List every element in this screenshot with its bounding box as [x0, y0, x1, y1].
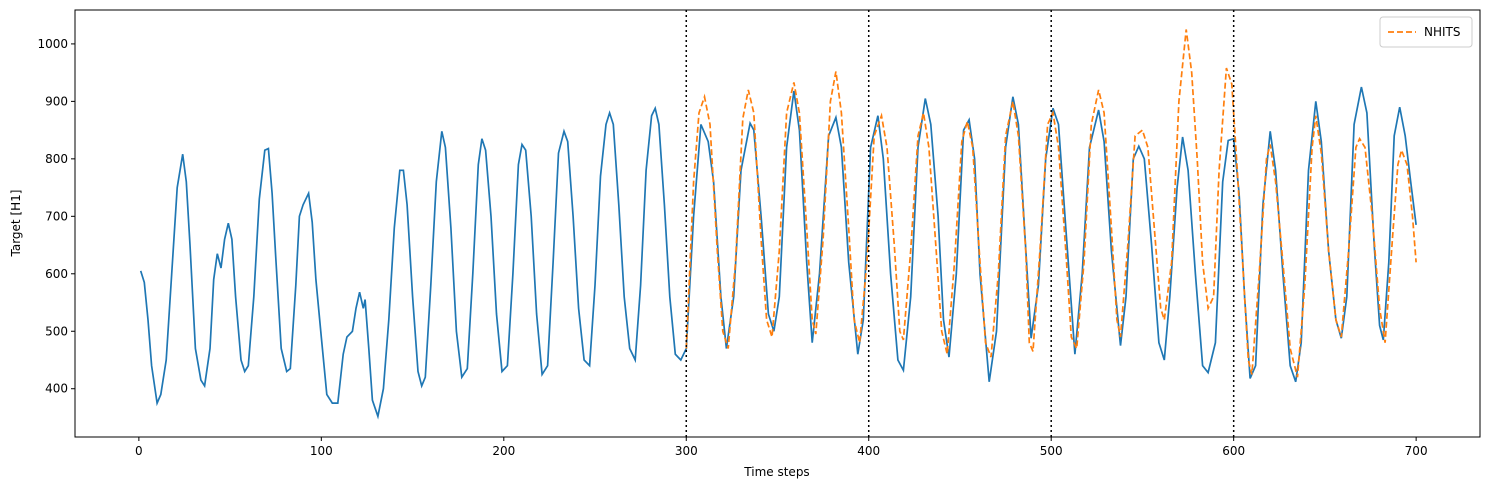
y-axis-label: Target [H1]	[9, 190, 23, 258]
y-tick-label: 700	[45, 209, 68, 223]
x-axis-label: Time steps	[743, 465, 809, 479]
x-tick-label: 600	[1222, 444, 1245, 458]
x-tick-label: 400	[857, 444, 880, 458]
series-line	[685, 29, 1417, 378]
y-tick-label: 900	[45, 94, 68, 108]
x-tick-label: 0	[135, 444, 143, 458]
legend: NHITS	[1379, 16, 1473, 48]
y-tick-label: 500	[45, 324, 68, 338]
y-tick-label: 800	[45, 152, 68, 166]
legend-box	[1379, 16, 1473, 48]
series-line	[139, 86, 1417, 420]
y-tick-label: 400	[45, 382, 68, 396]
plot-frame	[74, 9, 1481, 438]
x-tick-label: 200	[492, 444, 515, 458]
legend-label: NHITS	[1424, 25, 1461, 39]
x-tick-label: 500	[1040, 444, 1063, 458]
x-tick-label: 100	[310, 444, 333, 458]
y-tick-label: 600	[45, 267, 68, 281]
x-tick-label: 700	[1405, 444, 1428, 458]
x-tick-label: 300	[675, 444, 698, 458]
y-tick-label: 1000	[37, 37, 68, 51]
